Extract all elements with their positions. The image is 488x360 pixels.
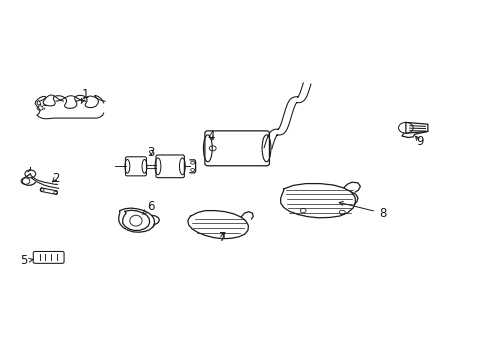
Text: 3: 3	[147, 146, 155, 159]
Text: 4: 4	[207, 130, 215, 143]
Text: 2: 2	[52, 172, 60, 185]
Text: 8: 8	[339, 202, 386, 220]
Text: 6: 6	[142, 200, 155, 215]
Text: 5: 5	[20, 255, 33, 267]
Text: 7: 7	[218, 231, 226, 244]
Text: 9: 9	[415, 135, 423, 148]
Text: 1: 1	[81, 88, 89, 104]
